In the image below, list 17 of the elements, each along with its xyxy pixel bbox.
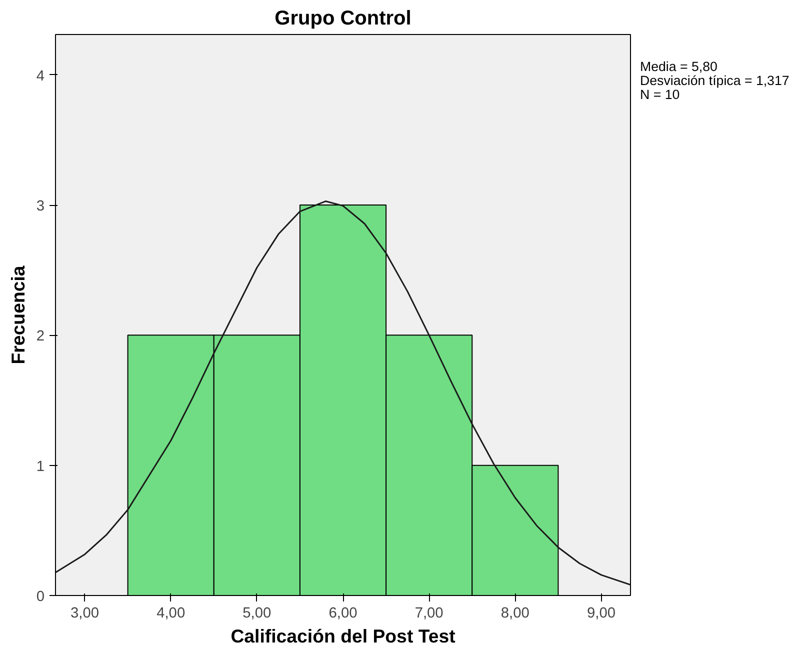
- y-tick-label: 3: [36, 198, 45, 215]
- y-axis-title: Frecuencia: [7, 265, 28, 364]
- y-tick-label: 2: [36, 328, 45, 345]
- x-axis-title: Calificación del Post Test: [230, 626, 456, 646]
- text: Media = 5,80 Desviación típica = 1,317 N = 10: [640, 59, 790, 102]
- chart-title: Grupo Control: [274, 8, 412, 30]
- y-tick-label: 4: [36, 68, 45, 84]
- x-tick-label: 3,00: [70, 606, 100, 622]
- x-tick-label: 6,00: [328, 606, 358, 622]
- x-tick-label: 9,00: [586, 606, 616, 622]
- line-series: [56, 200, 630, 586]
- x-tick-label: 8,00: [500, 606, 530, 622]
- y-tick-label: 0: [36, 589, 45, 605]
- y-tick-label: 1: [36, 458, 45, 475]
- x-tick-label: 5,00: [242, 606, 272, 622]
- x-tick-label: 4,00: [156, 606, 186, 622]
- x-tick-label: 7,00: [414, 606, 444, 622]
